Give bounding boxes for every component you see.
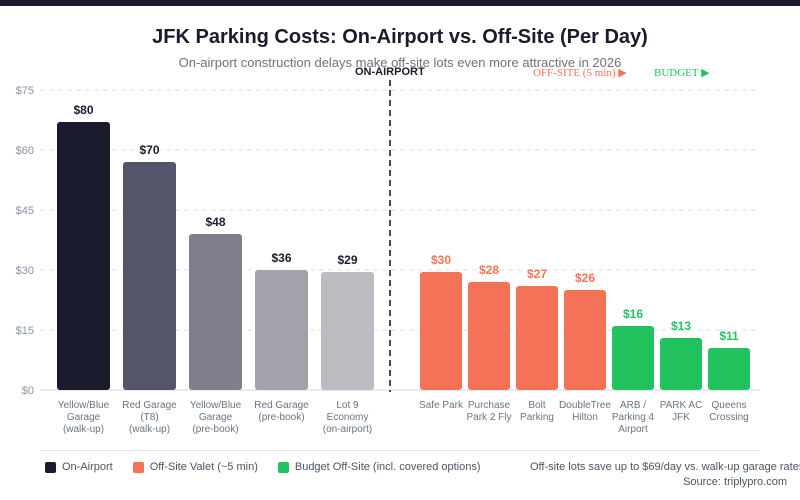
bar-value-label: $26 (575, 271, 595, 285)
x-tick-label: Red Garage (T8) (walk-up) (122, 400, 177, 435)
bar-value-label: $16 (623, 307, 643, 321)
section-label-budget: BUDGET ▶ (654, 67, 710, 79)
bar (420, 272, 462, 390)
y-tick-label: $0 (22, 385, 34, 397)
bar (564, 290, 606, 390)
bar-value-label: $11 (719, 329, 739, 343)
y-tick-label: $15 (16, 325, 34, 337)
bar-value-label: $30 (431, 253, 451, 267)
bar-value-label: $29 (337, 253, 357, 267)
x-tick-label: Red Garage (pre-book) (254, 400, 309, 423)
bar (123, 162, 176, 390)
y-tick-label: $60 (16, 145, 34, 157)
bar (516, 286, 558, 390)
bar (660, 338, 702, 390)
bar-value-label: $13 (671, 319, 691, 333)
bar-value-label: $36 (271, 251, 291, 265)
y-tick-label: $75 (16, 85, 34, 97)
y-tick-label: $45 (16, 205, 34, 217)
bar (708, 348, 750, 390)
bar-value-label: $28 (479, 263, 499, 277)
legend: On-Airport Off-Site Valet (~5 min) Budge… (45, 461, 501, 473)
bar-value-label: $80 (73, 103, 93, 117)
x-tick-label: Bolt Parking (520, 400, 554, 423)
legend-divider (40, 450, 760, 451)
savings-note: Off-site lots save up to $69/day vs. wal… (530, 461, 800, 473)
bar (255, 270, 308, 390)
x-tick-label: Yellow/Blue Garage (walk-up) (57, 400, 110, 435)
y-tick-label: $30 (16, 265, 34, 277)
bar-value-label: $70 (139, 143, 159, 157)
bar (57, 122, 110, 390)
x-tick-label: DoubleTree Hilton (559, 400, 611, 423)
legend-swatch (132, 461, 144, 473)
x-tick-label: PARK AC JFK (659, 400, 703, 423)
x-tick-label: Safe Park (419, 400, 463, 411)
legend-swatch (45, 461, 56, 473)
bar-value-label: $48 (205, 215, 225, 229)
legend-label: On-Airport (62, 461, 113, 473)
bar-value-label: $27 (527, 267, 547, 281)
bar (321, 272, 374, 390)
x-tick-label: Queens Crossing (709, 400, 749, 423)
bar (612, 326, 654, 390)
chart-subtitle: On-airport construction delays make off-… (178, 55, 622, 70)
chart-title: JFK Parking Costs: On-Airport vs. Off-Si… (152, 26, 648, 48)
legend-swatch (277, 461, 289, 473)
legend-label: Budget Off-Site (incl. covered options) (294, 461, 481, 473)
legend-label: Off-Site Valet (~5 min) (149, 461, 258, 473)
bar (189, 234, 242, 390)
x-tick-label: Yellow/Blue Garage (pre-book) (189, 400, 242, 435)
legend-item-budget: Budget Off-Site (incl. covered options) (277, 461, 481, 473)
top-bar (0, 0, 800, 6)
source-credit: Source: triplypro.com (683, 476, 787, 488)
x-tick-label: Lot 9 Economy (on-airport) (322, 400, 373, 435)
section-label-off-site: OFF-SITE (5 min) ▶ (533, 67, 627, 79)
x-tick-label: ARB / Parking 4 Airport (611, 400, 655, 435)
bar (468, 282, 510, 390)
x-tick-label: Purchase Park 2 Fly (466, 400, 512, 423)
legend-item-off-site: Off-Site Valet (~5 min) (132, 461, 258, 473)
section-label-on-airport: ON-AIRPORT (355, 66, 425, 78)
legend-item-on-airport: On-Airport (45, 461, 113, 473)
